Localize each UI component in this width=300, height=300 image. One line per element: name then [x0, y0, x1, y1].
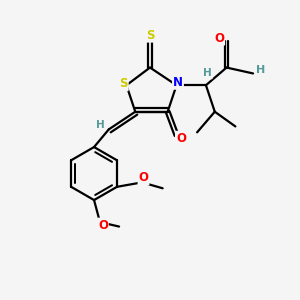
- Text: S: S: [146, 29, 154, 42]
- Text: N: N: [173, 76, 183, 89]
- Text: O: O: [214, 32, 224, 45]
- Text: O: O: [176, 132, 186, 145]
- Text: S: S: [119, 77, 128, 90]
- Text: O: O: [98, 219, 108, 232]
- Text: O: O: [139, 172, 148, 184]
- Text: H: H: [256, 65, 265, 76]
- Text: H: H: [203, 68, 212, 78]
- Text: H: H: [96, 120, 104, 130]
